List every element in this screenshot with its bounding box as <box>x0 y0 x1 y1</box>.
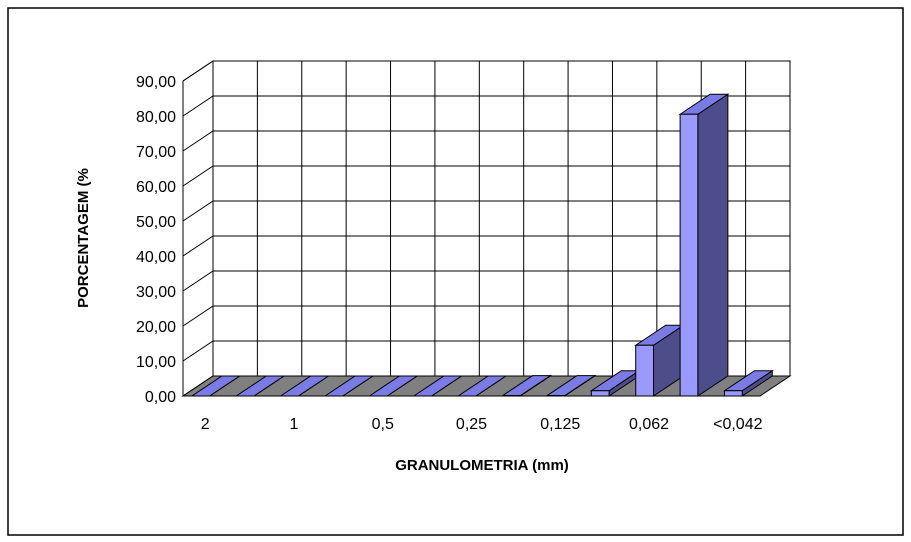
x-tick-label: <0,042 <box>713 416 762 433</box>
bar <box>722 369 774 397</box>
grid-line <box>182 130 790 152</box>
bar <box>367 375 419 397</box>
y-axis-label: PORCENTAGEM (% <box>75 168 92 308</box>
grid-line <box>182 95 790 117</box>
bar <box>234 375 286 397</box>
bar <box>278 375 331 397</box>
y-tick-label: 80,00 <box>136 109 176 126</box>
y-tick-label: 90,00 <box>136 74 176 91</box>
x-tick-label: 1 <box>290 416 299 433</box>
y-tick-label: 60,00 <box>136 179 176 196</box>
y-tick-label: 10,00 <box>136 354 176 371</box>
bar <box>634 324 686 397</box>
side-wall <box>182 60 214 397</box>
bar <box>190 375 242 397</box>
bar <box>323 375 375 397</box>
x-tick-label: 0,062 <box>629 416 669 433</box>
x-tick-label: 0,5 <box>372 416 394 433</box>
bar-front <box>590 390 610 397</box>
y-tick-label: 70,00 <box>136 144 176 161</box>
bar <box>678 93 730 397</box>
y-tick-label: 30,00 <box>136 284 176 301</box>
bar-front <box>635 344 654 397</box>
grid-line <box>182 60 790 82</box>
y-tick-label: 50,00 <box>136 214 176 231</box>
x-axis-label: GRANULOMETRIA (mm) <box>395 457 569 474</box>
x-tick-label: 0,125 <box>540 416 580 433</box>
y-tick-label: 40,00 <box>136 249 176 266</box>
bar <box>412 375 464 397</box>
grid-line <box>182 270 790 292</box>
x-tick-label: 2 <box>201 416 210 433</box>
grid-line <box>182 200 790 222</box>
grid-line <box>182 165 790 187</box>
bar-front <box>723 390 743 397</box>
grid-line <box>182 235 790 257</box>
y-tick-label: 0,00 <box>145 389 176 406</box>
y-tick-label: 20,00 <box>136 319 176 336</box>
bar <box>456 375 508 397</box>
bar-front <box>679 113 699 397</box>
bar <box>500 374 552 397</box>
bar <box>545 374 597 397</box>
grid-line <box>182 340 790 362</box>
grid-line <box>182 305 790 327</box>
bar-side <box>697 93 729 397</box>
x-tick-label: 0,25 <box>456 416 487 433</box>
